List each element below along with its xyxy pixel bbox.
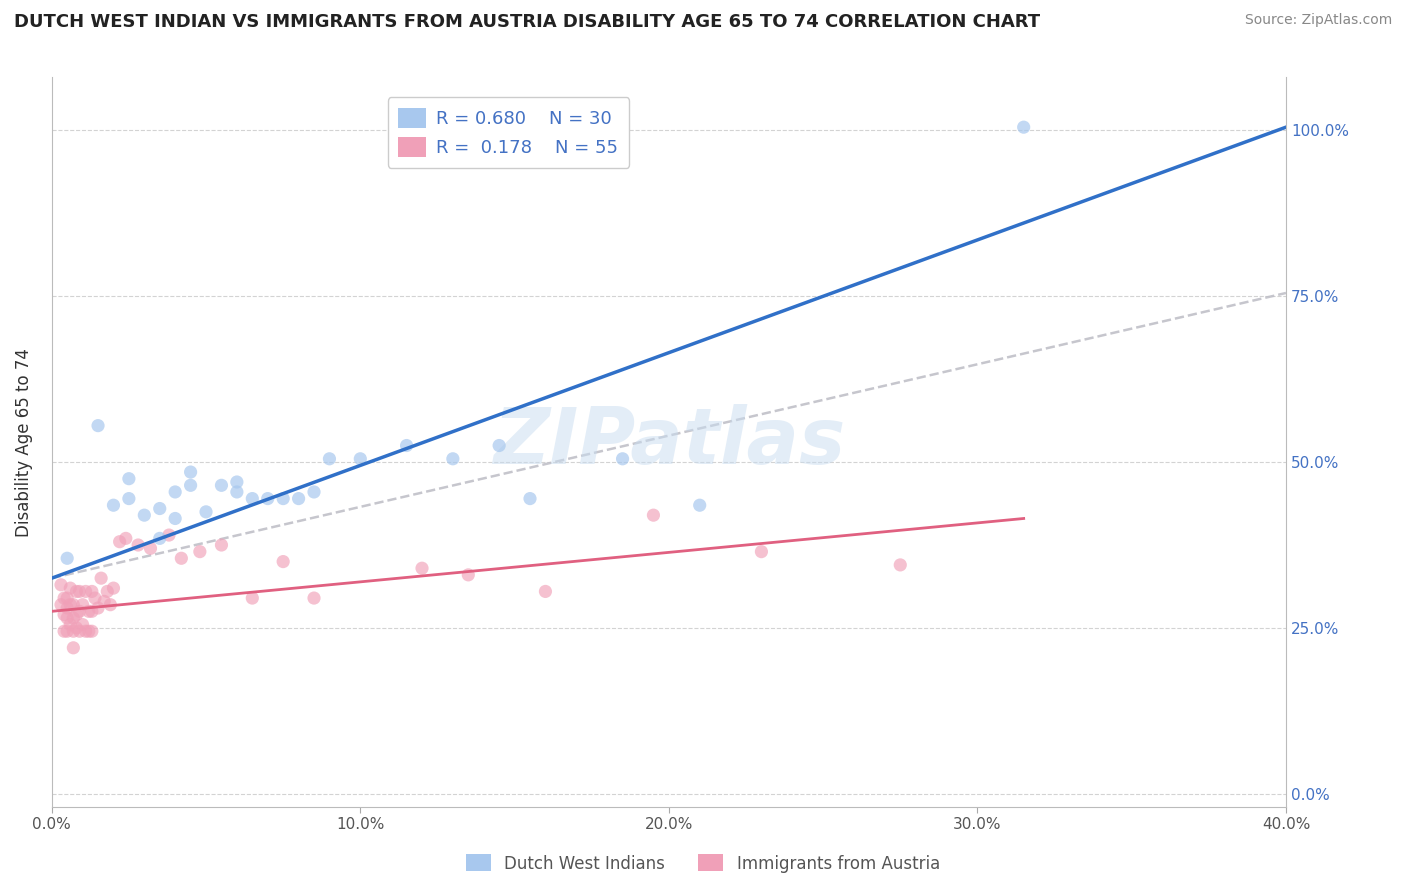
Legend: R = 0.680    N = 30, R =  0.178    N = 55: R = 0.680 N = 30, R = 0.178 N = 55 [388,97,630,168]
Point [889,558,911,572]
Point [271,555,294,569]
Point [118,472,141,486]
Point [170,551,193,566]
Point [395,438,418,452]
Point [441,451,464,466]
Point [225,485,247,500]
Point [118,491,141,506]
Point [75,624,97,639]
Point [80,624,103,639]
Point [256,491,278,506]
Point [180,465,202,479]
Point [103,581,125,595]
Point [96,584,118,599]
Point [318,451,340,466]
Point [62,624,84,639]
Point [103,498,125,512]
Point [127,538,149,552]
Point [271,491,294,506]
Point [302,485,325,500]
Point [643,508,665,523]
Point [56,601,79,615]
Point [65,584,87,599]
Point [211,538,233,552]
Point [165,511,187,525]
Point [56,624,79,639]
Point [689,498,711,512]
Point [211,478,233,492]
Point [751,544,773,558]
Point [59,581,82,595]
Point [180,478,202,492]
Point [349,451,371,466]
Point [1012,120,1035,135]
Point [134,508,156,523]
Point [80,604,103,618]
Point [59,617,82,632]
Point [240,591,263,605]
Point [53,624,76,639]
Point [225,475,247,489]
Text: Source: ZipAtlas.com: Source: ZipAtlas.com [1244,13,1392,28]
Point [100,598,122,612]
Point [157,528,180,542]
Point [93,594,115,608]
Point [149,532,172,546]
Point [77,624,100,639]
Point [49,578,72,592]
Text: DUTCH WEST INDIAN VS IMMIGRANTS FROM AUSTRIA DISABILITY AGE 65 TO 74 CORRELATION: DUTCH WEST INDIAN VS IMMIGRANTS FROM AUS… [14,13,1040,31]
Point [287,491,309,506]
Point [87,418,110,433]
Point [519,491,541,506]
Point [114,532,136,546]
Y-axis label: Disability Age 65 to 74: Disability Age 65 to 74 [15,348,32,537]
Point [56,611,79,625]
Point [62,611,84,625]
Point [56,591,79,605]
Point [84,591,107,605]
Point [534,584,557,599]
Point [65,607,87,622]
Point [69,604,91,618]
Legend: Dutch West Indians, Immigrants from Austria: Dutch West Indians, Immigrants from Aust… [460,847,946,880]
Point [302,591,325,605]
Point [149,501,172,516]
Point [77,604,100,618]
Point [69,624,91,639]
Point [188,544,211,558]
Point [195,505,218,519]
Point [488,438,510,452]
Point [69,584,91,599]
Point [53,591,76,605]
Point [72,598,94,612]
Point [612,451,634,466]
Point [62,640,84,655]
Point [59,598,82,612]
Point [90,571,112,585]
Point [457,567,479,582]
Point [139,541,162,556]
Point [49,598,72,612]
Point [75,584,97,599]
Point [411,561,433,575]
Point [72,617,94,632]
Point [56,551,79,566]
Point [165,485,187,500]
Text: ZIPatlas: ZIPatlas [492,404,845,480]
Point [53,607,76,622]
Point [80,584,103,599]
Point [108,534,131,549]
Point [65,621,87,635]
Point [87,601,110,615]
Point [62,598,84,612]
Point [240,491,263,506]
